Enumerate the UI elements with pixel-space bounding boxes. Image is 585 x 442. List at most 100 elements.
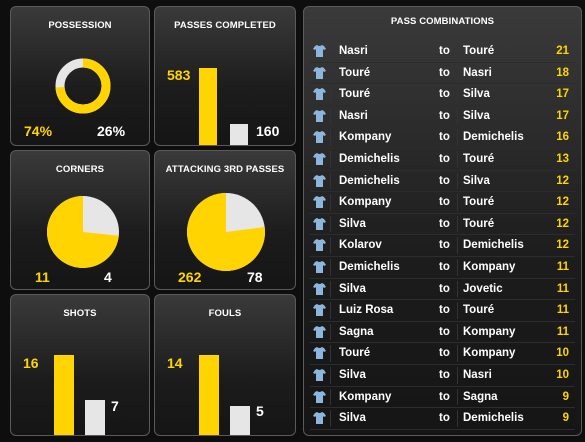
attacking-third-title: ATTACKING 3RD PASSES <box>165 164 285 175</box>
attacking-third-panel: ATTACKING 3RD PASSES 262 78 <box>154 150 296 290</box>
corners-away-value: 4 <box>104 269 112 285</box>
to-label: to <box>439 174 450 187</box>
shirt-icon <box>313 282 326 295</box>
receiver-name: Touré <box>463 304 495 317</box>
corners-pie-home <box>47 196 119 268</box>
passer-name: Silva <box>339 282 366 295</box>
receiver-name: Silva <box>463 174 490 187</box>
passes-completed-panel: PASSES COMPLETED 583 160 <box>154 6 296 146</box>
passer-name: Touré <box>339 347 371 360</box>
passer-name: Kompany <box>339 390 392 403</box>
shirt-icon <box>313 304 326 317</box>
shirt-icon <box>313 347 326 360</box>
receiver-name: Demichelis <box>463 239 524 252</box>
pass-count: 9 <box>562 412 569 425</box>
passer-name: Kompany <box>339 196 392 209</box>
pass-combination-row: Silva to Demichelis 9 <box>310 408 575 430</box>
fouls-title: FOULS <box>208 308 242 319</box>
pass-combination-row: Nasri to Touré 21 <box>310 41 575 63</box>
attacking-pie-home <box>187 193 265 271</box>
to-label: to <box>439 45 450 57</box>
receiver-name: Kompany <box>463 347 516 360</box>
passer-name: Silva <box>339 368 366 381</box>
pass-combination-row: Touré to Nasri 18 <box>310 63 575 85</box>
pass-count: 13 <box>556 152 569 165</box>
passer-name: Touré <box>339 66 371 79</box>
shots-bars <box>54 335 114 435</box>
attacking-third-pie <box>187 193 265 271</box>
possession-ring-home <box>55 58 111 114</box>
passer-name: Silva <box>339 412 366 425</box>
fouls-bars <box>199 335 259 435</box>
pass-combination-row: Nasri to Silva 17 <box>310 106 575 128</box>
receiver-name: Silva <box>463 109 490 122</box>
pass-count: 11 <box>556 282 569 295</box>
shirt-icon <box>313 325 326 338</box>
passes-home-value: 583 <box>167 67 191 83</box>
pass-combination-row: Silva to Touré 12 <box>310 214 575 236</box>
to-label: to <box>439 152 450 165</box>
shots-away-bar <box>85 400 105 435</box>
pass-combination-row: Kompany to Sagna 9 <box>310 387 575 409</box>
to-label: to <box>439 66 450 79</box>
possession-away-value: 26% <box>97 123 126 139</box>
shirt-icon <box>313 260 326 273</box>
receiver-name: Touré <box>463 196 495 209</box>
pass-combination-row: Sagna to Kompany 11 <box>310 322 575 344</box>
receiver-name: Nasri <box>463 66 492 79</box>
fouls-home-value: 14 <box>167 355 183 371</box>
passer-name: Luiz Rosa <box>339 304 394 317</box>
shots-home-bar <box>54 355 74 435</box>
pass-count: 9 <box>562 390 569 403</box>
to-label: to <box>439 88 450 101</box>
fouls-away-value: 5 <box>256 403 264 419</box>
passes-bars <box>199 47 259 145</box>
receiver-name: Kompany <box>463 325 516 338</box>
corners-panel: CORNERS 11 4 <box>10 150 150 290</box>
to-label: to <box>439 304 450 317</box>
pass-count: 12 <box>556 174 569 187</box>
receiver-name: Demichelis <box>463 412 524 425</box>
pass-combination-row: Kompany to Demichelis 16 <box>310 127 575 149</box>
passer-name: Kompany <box>339 131 392 144</box>
pass-count: 10 <box>556 347 569 360</box>
to-label: to <box>439 412 450 425</box>
pass-count: 16 <box>556 131 569 144</box>
pass-count: 11 <box>556 304 569 317</box>
shirt-icon <box>313 196 326 209</box>
fouls-panel: FOULS 14 5 <box>154 294 296 436</box>
pass-combination-row: Demichelis to Touré 13 <box>310 149 575 171</box>
shirt-icon <box>313 368 326 381</box>
passer-name: Touré <box>339 88 371 101</box>
possession-title: POSSESSION <box>48 20 112 31</box>
pass-count: 10 <box>556 368 569 381</box>
to-label: to <box>439 347 450 360</box>
to-label: to <box>439 368 450 381</box>
receiver-name: Nasri <box>463 368 492 381</box>
shirt-icon <box>313 390 326 403</box>
passes-away-value: 160 <box>256 123 280 139</box>
pass-count: 12 <box>556 196 569 209</box>
passer-name: Nasri <box>339 45 368 57</box>
pass-combination-row: Kompany to Touré 12 <box>310 192 575 214</box>
to-label: to <box>439 131 450 144</box>
fouls-home-bar <box>199 355 219 435</box>
pass-count: 18 <box>556 66 569 79</box>
to-label: to <box>439 217 450 230</box>
to-label: to <box>439 282 450 295</box>
receiver-name: Demichelis <box>463 131 524 144</box>
passes-away-bar <box>230 123 248 145</box>
pass-combination-row: Silva to Jovetic 11 <box>310 279 575 301</box>
pass-count: 12 <box>556 217 569 230</box>
receiver-name: Jovetic <box>463 282 503 295</box>
pass-count: 17 <box>556 88 569 101</box>
pass-count: 11 <box>556 260 569 273</box>
receiver-name: Silva <box>463 88 490 101</box>
passer-name: Nasri <box>339 109 368 122</box>
pass-combination-row: Touré to Silva 17 <box>310 84 575 106</box>
attacking-away-value: 78 <box>247 269 263 285</box>
passer-name: Silva <box>339 217 366 230</box>
to-label: to <box>439 325 450 338</box>
shirt-icon <box>313 66 326 79</box>
pass-combinations-title: PASS COMBINATIONS <box>390 16 495 27</box>
